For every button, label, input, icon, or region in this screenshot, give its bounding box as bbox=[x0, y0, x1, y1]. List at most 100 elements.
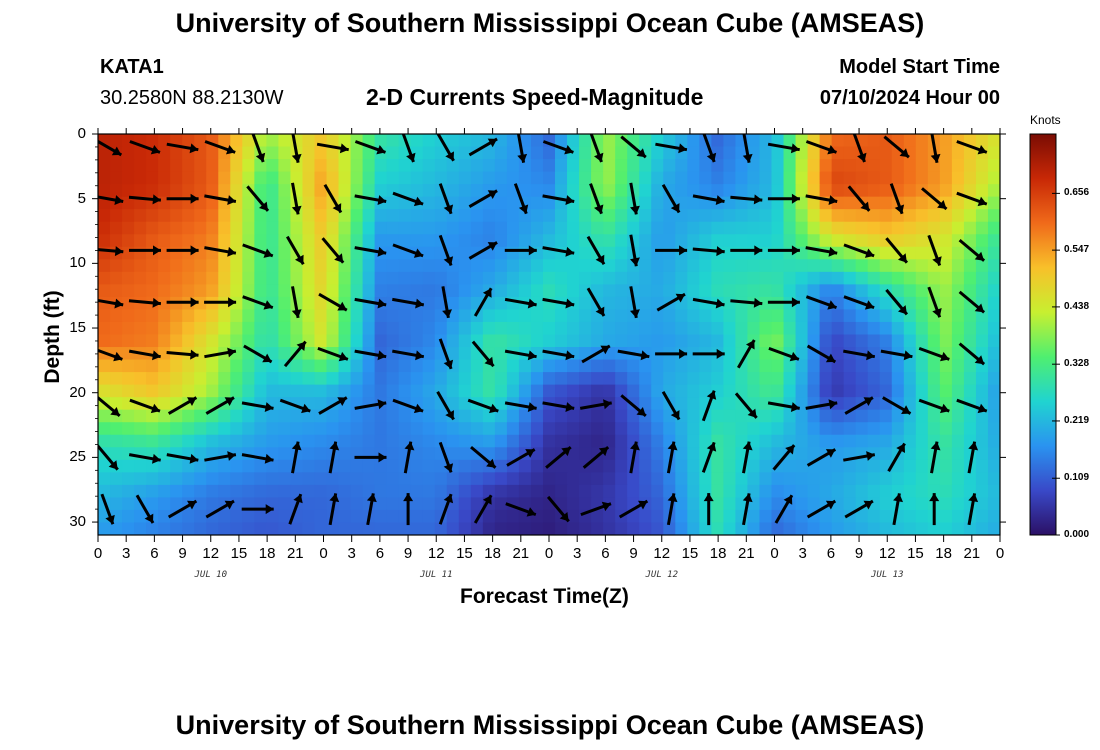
heat-cell bbox=[603, 372, 616, 386]
x-tick-label: 15 bbox=[456, 545, 473, 562]
heat-cell bbox=[350, 509, 364, 524]
heat-cell bbox=[434, 434, 448, 448]
heat-cell bbox=[951, 309, 965, 323]
heat-cell bbox=[134, 209, 147, 223]
heat-cell bbox=[290, 171, 304, 185]
heat-cell bbox=[290, 384, 304, 398]
heat-cell bbox=[807, 271, 821, 285]
heat-cell bbox=[555, 459, 568, 473]
heat-cell bbox=[218, 434, 231, 448]
current-vector bbox=[843, 243, 875, 258]
heat-cell bbox=[855, 459, 869, 473]
heat-cell bbox=[759, 509, 773, 524]
heat-cell bbox=[242, 196, 255, 210]
current-vector bbox=[956, 140, 988, 155]
date-label: JUL 10 bbox=[194, 570, 227, 580]
heat-cell bbox=[603, 196, 616, 210]
heat-cell bbox=[302, 209, 316, 223]
heat-cell bbox=[939, 134, 953, 148]
heat-cell bbox=[410, 384, 424, 398]
current-vector bbox=[251, 134, 266, 163]
heat-cell bbox=[170, 146, 183, 160]
heat-cell bbox=[194, 347, 207, 361]
heat-cell bbox=[374, 372, 388, 386]
heat-cell bbox=[651, 509, 664, 524]
heat-cell bbox=[591, 259, 604, 273]
heat-cell bbox=[591, 284, 604, 298]
heat-cell bbox=[158, 171, 171, 185]
heat-cell bbox=[891, 522, 905, 535]
heat-cell bbox=[603, 509, 616, 524]
heat-cell bbox=[314, 434, 328, 448]
heat-cell bbox=[422, 196, 436, 210]
current-vector bbox=[288, 493, 303, 525]
heat-cell bbox=[506, 246, 520, 260]
heat-cell bbox=[98, 184, 111, 198]
heat-cell bbox=[98, 522, 111, 535]
current-vector bbox=[918, 398, 950, 414]
heat-cell bbox=[230, 134, 243, 148]
heat-cell bbox=[518, 422, 532, 436]
heat-cell bbox=[134, 221, 147, 235]
heat-cell bbox=[579, 359, 592, 373]
current-vector bbox=[929, 493, 940, 526]
heat-cell bbox=[110, 284, 123, 298]
heat-cell bbox=[302, 146, 316, 160]
heat-cell bbox=[639, 334, 652, 348]
current-vector bbox=[128, 297, 162, 308]
heat-cell bbox=[975, 321, 989, 336]
heat-cell bbox=[843, 221, 857, 235]
heat-cell bbox=[819, 484, 833, 499]
heat-cell bbox=[927, 522, 941, 535]
heat-cell bbox=[398, 472, 412, 486]
heat-cell bbox=[783, 171, 797, 185]
heat-cell bbox=[627, 171, 640, 185]
current-vector bbox=[767, 297, 800, 308]
heat-cell bbox=[579, 434, 592, 448]
heat-cell bbox=[603, 221, 616, 235]
heat-cell bbox=[963, 296, 977, 311]
heat-cell bbox=[242, 384, 255, 398]
current-vector bbox=[166, 245, 199, 256]
heat-cell bbox=[807, 196, 821, 210]
heat-cell bbox=[266, 234, 279, 248]
heat-cell bbox=[206, 334, 219, 348]
heat-cell bbox=[266, 146, 279, 160]
heat-cell bbox=[915, 384, 929, 398]
heat-cell bbox=[915, 409, 929, 423]
heat-cell bbox=[386, 284, 400, 298]
heat-cell bbox=[651, 246, 664, 260]
heat-cell bbox=[518, 321, 532, 336]
heat-cell bbox=[783, 422, 797, 436]
heat-cell bbox=[362, 221, 376, 235]
heat-cell bbox=[422, 409, 436, 423]
heat-cell bbox=[987, 484, 1000, 499]
heat-cell bbox=[831, 347, 845, 361]
heat-cell bbox=[603, 309, 616, 323]
heat-cell bbox=[651, 234, 664, 248]
heat-cell bbox=[170, 184, 183, 198]
heat-cell bbox=[867, 509, 881, 524]
current-vector bbox=[470, 445, 497, 469]
heat-cell bbox=[374, 259, 388, 273]
heat-cell bbox=[975, 497, 989, 511]
current-vector bbox=[620, 394, 647, 418]
current-vector bbox=[542, 194, 575, 205]
heat-cell bbox=[374, 221, 388, 235]
heat-cell bbox=[711, 184, 724, 198]
heat-cell bbox=[122, 409, 135, 423]
heat-cell bbox=[386, 234, 400, 248]
heat-cell bbox=[458, 296, 472, 311]
heat-cell bbox=[879, 434, 893, 448]
heat-cell bbox=[939, 171, 953, 185]
current-vector bbox=[318, 292, 348, 312]
heat-cell bbox=[903, 271, 917, 285]
heat-cell bbox=[939, 259, 953, 273]
heat-cell bbox=[254, 259, 267, 273]
heat-cell bbox=[374, 384, 388, 398]
current-vector bbox=[473, 494, 493, 524]
heat-cell bbox=[422, 347, 436, 361]
heat-cell bbox=[170, 409, 183, 423]
heat-cell bbox=[518, 259, 532, 273]
current-vector bbox=[354, 246, 387, 257]
